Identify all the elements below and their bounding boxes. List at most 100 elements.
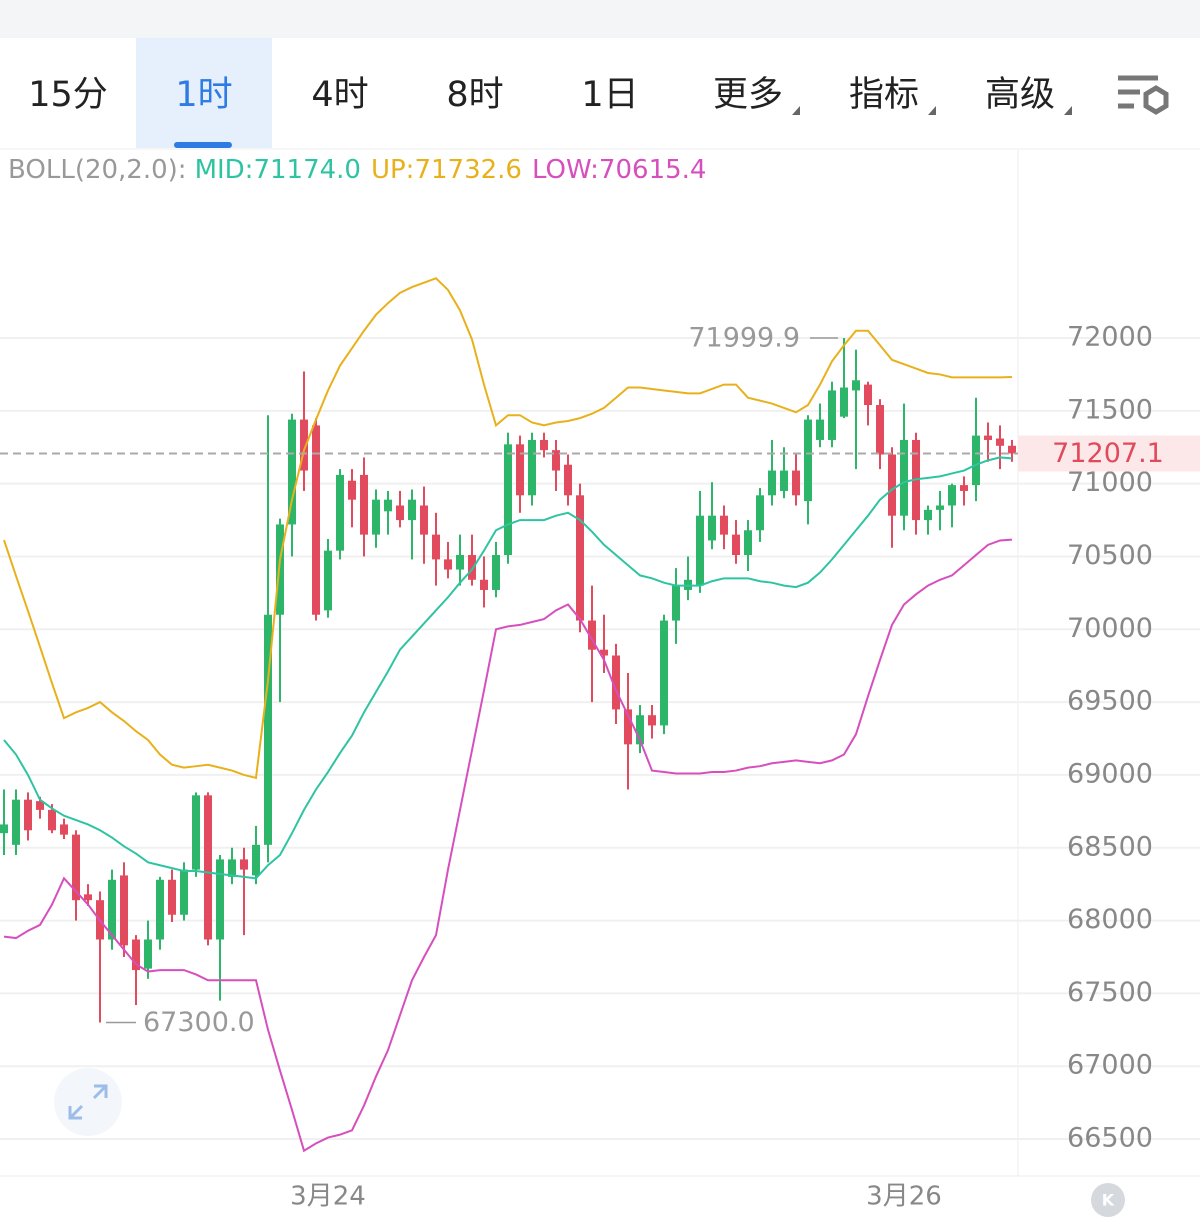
candle-body: [204, 795, 212, 940]
candle-body: [456, 555, 464, 570]
candle-body: [720, 515, 728, 535]
y-tick-label: 66500: [1067, 1123, 1153, 1154]
candle-body: [768, 470, 776, 496]
y-tick-label: 70000: [1067, 613, 1153, 644]
candle-body: [696, 515, 704, 586]
candle-body: [132, 939, 140, 971]
candle-body: [624, 709, 632, 745]
candle-body: [216, 859, 224, 940]
candle-body: [504, 444, 512, 556]
candle-body: [996, 438, 1004, 446]
annotation-label: 67300.0: [143, 1007, 255, 1038]
candle-body: [324, 550, 332, 611]
y-tick-label: 68000: [1067, 904, 1153, 935]
candle-body: [756, 495, 764, 531]
boll-line: [3, 538, 1013, 1153]
candle-body: [396, 505, 404, 521]
candle-body: [168, 879, 176, 915]
candle-body: [252, 844, 260, 876]
candle-body: [120, 875, 128, 946]
last-price-tag: [1018, 435, 1200, 472]
candle-body: [264, 614, 272, 845]
tab[interactable]: 15分: [28, 75, 108, 115]
candle-body: [276, 524, 284, 615]
toolbar-icon[interactable]: [1118, 75, 1169, 115]
dropdown-caret: [1064, 106, 1072, 115]
candle-body: [192, 795, 200, 870]
legend-entry: UP:71732.6: [371, 155, 522, 185]
candle-body: [348, 480, 356, 500]
tab[interactable]: 更多: [713, 75, 783, 115]
candle-body: [900, 439, 908, 516]
candle-body: [732, 534, 740, 556]
candle-body: [288, 419, 296, 525]
candle-body: [852, 380, 860, 391]
candle-body: [564, 464, 572, 496]
candle-body: [936, 505, 944, 510]
candle-body: [300, 419, 308, 471]
y-tick-label: 72000: [1067, 322, 1153, 353]
candle-body: [36, 801, 44, 810]
candle-body: [420, 505, 428, 535]
candle-body: [984, 435, 992, 440]
tab[interactable]: 1时: [175, 75, 232, 115]
tab[interactable]: 高级: [985, 75, 1055, 115]
tab[interactable]: 8时: [446, 75, 503, 115]
candle-body: [24, 799, 32, 831]
candle-body: [780, 470, 788, 491]
expand-button[interactable]: [54, 1068, 122, 1136]
candle-body: [528, 439, 536, 496]
candle-body: [492, 555, 500, 590]
candle-body: [384, 499, 392, 512]
boll-line: [3, 277, 1013, 780]
y-tick-label: 69000: [1067, 758, 1153, 789]
candle-body: [636, 715, 644, 745]
x-tick-label: 3月26: [866, 1182, 942, 1212]
candle-body: [960, 485, 968, 491]
candle-body: [792, 470, 800, 496]
candle-body: [60, 824, 68, 835]
candle-body: [576, 495, 584, 621]
candle-body: [312, 425, 320, 615]
tab[interactable]: 4时: [311, 75, 368, 115]
candle-body: [144, 939, 152, 969]
candle-body: [48, 809, 56, 831]
candle-body: [876, 405, 884, 455]
y-tick-label: 70500: [1067, 540, 1153, 571]
candle-body: [744, 530, 752, 556]
candle-body: [804, 419, 812, 502]
candle-body: [156, 879, 164, 940]
candle-body: [708, 515, 716, 541]
candle-body: [660, 620, 668, 726]
candle-body: [108, 879, 116, 940]
annotation-label: 71999.9: [688, 323, 800, 354]
candle-body: [588, 620, 596, 650]
candle-body: [672, 585, 680, 621]
candle-body: [480, 579, 488, 590]
indicator-name: BOLL(20,2.0):: [8, 155, 187, 185]
top-strip: [0, 0, 1200, 38]
y-tick-label: 69500: [1067, 686, 1153, 717]
candle-body: [840, 387, 848, 417]
scroll-latest-button[interactable]: K: [1091, 1183, 1125, 1217]
candle-body: [648, 715, 656, 726]
candle-body: [228, 859, 236, 877]
candle-body: [516, 444, 524, 496]
dropdown-caret: [928, 106, 936, 115]
candle-body: [828, 390, 836, 440]
candle-body: [864, 384, 872, 406]
y-tick-label: 67500: [1067, 977, 1153, 1008]
tab[interactable]: 指标: [849, 75, 919, 115]
indicator-legend: BOLL(20,2.0): MID:71174.0 UP:71732.6 LOW:70…: [8, 155, 706, 185]
tab[interactable]: 1日: [581, 75, 638, 115]
candle-body: [948, 485, 956, 506]
candle-body: [816, 419, 824, 440]
legend-entry: MID:71174.0: [195, 155, 361, 185]
legend-entry: LOW:70615.4: [532, 155, 706, 185]
candle-body: [1008, 445, 1016, 454]
candle-body: [180, 869, 188, 915]
candle-body: [600, 649, 608, 656]
candle-body: [432, 534, 440, 560]
candle-body: [360, 474, 368, 535]
